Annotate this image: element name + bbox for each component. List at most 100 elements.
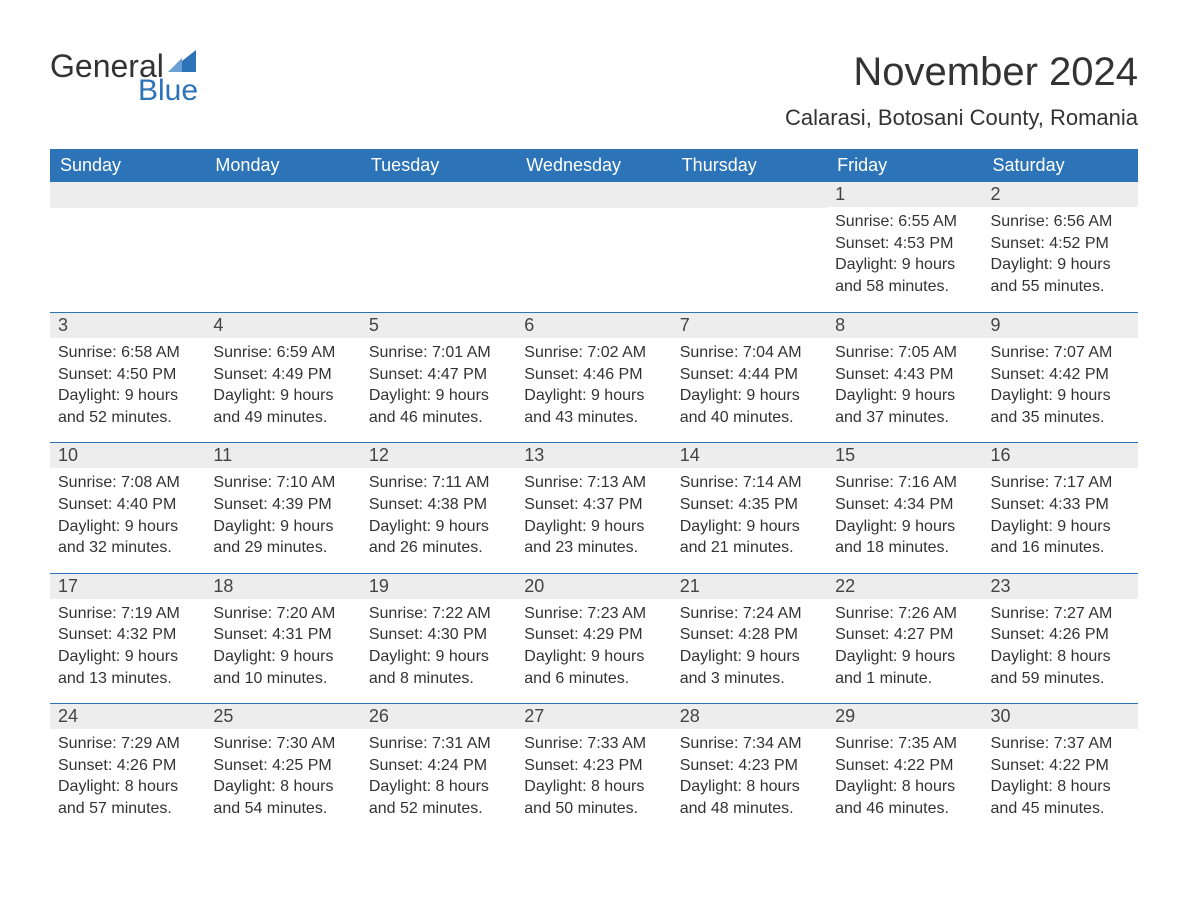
daylight-line-2: and 46 minutes. [835, 798, 974, 820]
day-number: 27 [516, 704, 671, 729]
daylight-line-1: Daylight: 9 hours [524, 516, 663, 538]
sunrise-line: Sunrise: 7:20 AM [213, 603, 352, 625]
day-cell: 9Sunrise: 7:07 AMSunset: 4:42 PMDaylight… [983, 313, 1138, 442]
weekday-header: Tuesday [361, 149, 516, 182]
sunrise-line: Sunrise: 7:05 AM [835, 342, 974, 364]
day-cell: 18Sunrise: 7:20 AMSunset: 4:31 PMDayligh… [205, 574, 360, 703]
weekday-header: Sunday [50, 149, 205, 182]
week-row: 17Sunrise: 7:19 AMSunset: 4:32 PMDayligh… [50, 573, 1138, 703]
sunset-line: Sunset: 4:47 PM [369, 364, 508, 386]
sunrise-line: Sunrise: 7:24 AM [680, 603, 819, 625]
day-cell-empty [361, 182, 516, 312]
sunset-line: Sunset: 4:26 PM [991, 624, 1130, 646]
daylight-line-1: Daylight: 9 hours [213, 385, 352, 407]
sunrise-line: Sunrise: 6:56 AM [991, 211, 1130, 233]
daylight-line-1: Daylight: 9 hours [991, 385, 1130, 407]
day-cell: 10Sunrise: 7:08 AMSunset: 4:40 PMDayligh… [50, 443, 205, 572]
day-body: Sunrise: 7:20 AMSunset: 4:31 PMDaylight:… [205, 599, 360, 703]
daylight-line-2: and 29 minutes. [213, 537, 352, 559]
sunrise-line: Sunrise: 7:29 AM [58, 733, 197, 755]
day-cell: 4Sunrise: 6:59 AMSunset: 4:49 PMDaylight… [205, 313, 360, 442]
day-cell: 20Sunrise: 7:23 AMSunset: 4:29 PMDayligh… [516, 574, 671, 703]
daylight-line-2: and 37 minutes. [835, 407, 974, 429]
day-number-empty [205, 182, 360, 208]
day-body-empty [50, 208, 205, 298]
sunrise-line: Sunrise: 7:35 AM [835, 733, 974, 755]
day-cell: 15Sunrise: 7:16 AMSunset: 4:34 PMDayligh… [827, 443, 982, 572]
sunrise-line: Sunrise: 7:01 AM [369, 342, 508, 364]
day-body: Sunrise: 7:33 AMSunset: 4:23 PMDaylight:… [516, 729, 671, 833]
day-body: Sunrise: 6:55 AMSunset: 4:53 PMDaylight:… [827, 207, 982, 311]
sunset-line: Sunset: 4:24 PM [369, 755, 508, 777]
day-cell: 26Sunrise: 7:31 AMSunset: 4:24 PMDayligh… [361, 704, 516, 833]
day-cell: 1Sunrise: 6:55 AMSunset: 4:53 PMDaylight… [827, 182, 982, 312]
day-number: 23 [983, 574, 1138, 599]
daylight-line-2: and 21 minutes. [680, 537, 819, 559]
sunset-line: Sunset: 4:49 PM [213, 364, 352, 386]
day-cell: 6Sunrise: 7:02 AMSunset: 4:46 PMDaylight… [516, 313, 671, 442]
day-number: 1 [827, 182, 982, 207]
day-cell: 21Sunrise: 7:24 AMSunset: 4:28 PMDayligh… [672, 574, 827, 703]
day-number: 11 [205, 443, 360, 468]
calendar: Sunday Monday Tuesday Wednesday Thursday… [50, 149, 1138, 834]
daylight-line-1: Daylight: 9 hours [213, 516, 352, 538]
sunset-line: Sunset: 4:42 PM [991, 364, 1130, 386]
day-number-empty [361, 182, 516, 208]
sunrise-line: Sunrise: 7:33 AM [524, 733, 663, 755]
sunset-line: Sunset: 4:37 PM [524, 494, 663, 516]
day-body: Sunrise: 7:22 AMSunset: 4:30 PMDaylight:… [361, 599, 516, 703]
daylight-line-2: and 3 minutes. [680, 668, 819, 690]
sunset-line: Sunset: 4:35 PM [680, 494, 819, 516]
day-number: 28 [672, 704, 827, 729]
day-cell: 5Sunrise: 7:01 AMSunset: 4:47 PMDaylight… [361, 313, 516, 442]
day-body: Sunrise: 7:35 AMSunset: 4:22 PMDaylight:… [827, 729, 982, 833]
daylight-line-2: and 26 minutes. [369, 537, 508, 559]
daylight-line-2: and 52 minutes. [58, 407, 197, 429]
week-row: 24Sunrise: 7:29 AMSunset: 4:26 PMDayligh… [50, 703, 1138, 833]
day-cell: 22Sunrise: 7:26 AMSunset: 4:27 PMDayligh… [827, 574, 982, 703]
day-body: Sunrise: 7:11 AMSunset: 4:38 PMDaylight:… [361, 468, 516, 572]
title-block: November 2024 Calarasi, Botosani County,… [785, 50, 1138, 143]
sunset-line: Sunset: 4:40 PM [58, 494, 197, 516]
daylight-line-2: and 35 minutes. [991, 407, 1130, 429]
day-cell: 19Sunrise: 7:22 AMSunset: 4:30 PMDayligh… [361, 574, 516, 703]
day-body: Sunrise: 7:23 AMSunset: 4:29 PMDaylight:… [516, 599, 671, 703]
daylight-line-2: and 48 minutes. [680, 798, 819, 820]
day-number: 3 [50, 313, 205, 338]
day-body: Sunrise: 6:58 AMSunset: 4:50 PMDaylight:… [50, 338, 205, 442]
day-body: Sunrise: 7:30 AMSunset: 4:25 PMDaylight:… [205, 729, 360, 833]
daylight-line-1: Daylight: 8 hours [991, 776, 1130, 798]
week-row: 1Sunrise: 6:55 AMSunset: 4:53 PMDaylight… [50, 182, 1138, 312]
week-row: 10Sunrise: 7:08 AMSunset: 4:40 PMDayligh… [50, 442, 1138, 572]
daylight-line-1: Daylight: 9 hours [835, 516, 974, 538]
sunrise-line: Sunrise: 6:55 AM [835, 211, 974, 233]
daylight-line-2: and 23 minutes. [524, 537, 663, 559]
day-body: Sunrise: 7:07 AMSunset: 4:42 PMDaylight:… [983, 338, 1138, 442]
daylight-line-2: and 18 minutes. [835, 537, 974, 559]
day-cell-empty [205, 182, 360, 312]
daylight-line-2: and 57 minutes. [58, 798, 197, 820]
day-cell: 3Sunrise: 6:58 AMSunset: 4:50 PMDaylight… [50, 313, 205, 442]
day-cell: 27Sunrise: 7:33 AMSunset: 4:23 PMDayligh… [516, 704, 671, 833]
sunrise-line: Sunrise: 7:17 AM [991, 472, 1130, 494]
header: General Blue November 2024 Calarasi, Bot… [50, 50, 1138, 143]
day-cell-empty [516, 182, 671, 312]
day-body: Sunrise: 7:16 AMSunset: 4:34 PMDaylight:… [827, 468, 982, 572]
day-number: 24 [50, 704, 205, 729]
sunset-line: Sunset: 4:46 PM [524, 364, 663, 386]
day-body: Sunrise: 7:24 AMSunset: 4:28 PMDaylight:… [672, 599, 827, 703]
day-body: Sunrise: 7:08 AMSunset: 4:40 PMDaylight:… [50, 468, 205, 572]
sunrise-line: Sunrise: 7:11 AM [369, 472, 508, 494]
day-body: Sunrise: 7:04 AMSunset: 4:44 PMDaylight:… [672, 338, 827, 442]
day-cell: 8Sunrise: 7:05 AMSunset: 4:43 PMDaylight… [827, 313, 982, 442]
day-number: 13 [516, 443, 671, 468]
day-cell: 24Sunrise: 7:29 AMSunset: 4:26 PMDayligh… [50, 704, 205, 833]
daylight-line-1: Daylight: 8 hours [369, 776, 508, 798]
day-cell: 16Sunrise: 7:17 AMSunset: 4:33 PMDayligh… [983, 443, 1138, 572]
daylight-line-2: and 58 minutes. [835, 276, 974, 298]
sunrise-line: Sunrise: 7:02 AM [524, 342, 663, 364]
day-cell: 23Sunrise: 7:27 AMSunset: 4:26 PMDayligh… [983, 574, 1138, 703]
day-number: 18 [205, 574, 360, 599]
day-body: Sunrise: 7:13 AMSunset: 4:37 PMDaylight:… [516, 468, 671, 572]
day-number: 25 [205, 704, 360, 729]
